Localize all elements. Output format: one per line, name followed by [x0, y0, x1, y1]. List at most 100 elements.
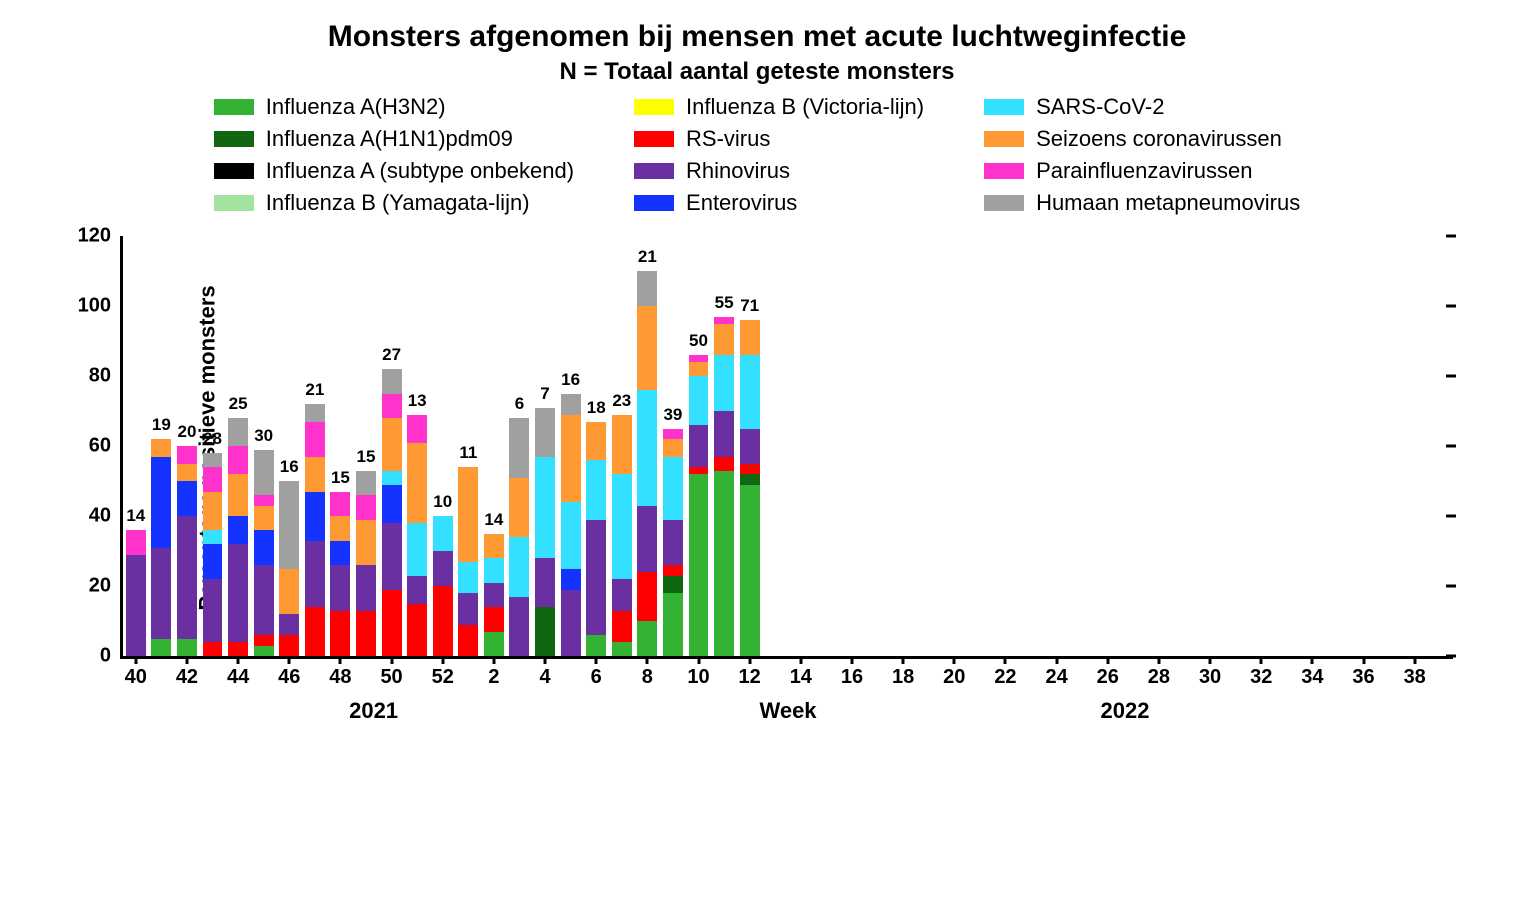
- bar-segment: [203, 642, 223, 656]
- bar-segment: [612, 642, 632, 656]
- x-tick-label: 36: [1352, 666, 1374, 689]
- x-tick-mark: [850, 656, 853, 664]
- bar-segment: [663, 457, 683, 520]
- bar-slot: 25: [225, 236, 251, 656]
- bar-segment: [586, 635, 606, 656]
- stacked-bar: [535, 408, 555, 657]
- bar-segment: [663, 439, 683, 457]
- bar-segment: [484, 534, 504, 559]
- x-tick-label: 20: [943, 666, 965, 689]
- bar-segment: [561, 415, 581, 503]
- bar-slot: [788, 236, 814, 656]
- bar-segment: [305, 422, 325, 457]
- legend-column: SARS-CoV-2Seizoens coronavirussenParainf…: [984, 94, 1300, 216]
- y-tick-label: 60: [89, 435, 123, 458]
- stacked-bar: [740, 320, 760, 656]
- x-tick-label: 52: [432, 666, 454, 689]
- stacked-bar: [561, 394, 581, 657]
- bar-segment: [433, 551, 453, 586]
- x-tick-mark: [1362, 656, 1365, 664]
- stacked-bar: [279, 481, 299, 656]
- bar-segment: [586, 520, 606, 636]
- bar-segment: [612, 415, 632, 475]
- y-tick-mark: [1446, 305, 1456, 308]
- bar-slot: 23: [609, 236, 635, 656]
- x-tick-mark: [1413, 656, 1416, 664]
- x-tick-label: 38: [1404, 666, 1426, 689]
- bar-segment: [330, 492, 350, 517]
- bar-slot: [967, 236, 993, 656]
- legend-item: Rhinovirus: [634, 158, 924, 184]
- bar-slot: [1402, 236, 1428, 656]
- stacked-bar: [382, 369, 402, 656]
- bar-slot: 27: [379, 236, 405, 656]
- x-tick-label: 34: [1301, 666, 1323, 689]
- stacked-bar: [458, 467, 478, 656]
- bar-segment: [279, 569, 299, 615]
- x-tick-mark: [544, 656, 547, 664]
- y-tick-mark: [1446, 585, 1456, 588]
- x-tick-label: 16: [841, 666, 863, 689]
- bar-slot: 14: [481, 236, 507, 656]
- bar-segment: [254, 506, 274, 531]
- x-tick-label: 46: [278, 666, 300, 689]
- bar-slot: [814, 236, 840, 656]
- y-tick-mark: [1446, 445, 1456, 448]
- x-tick-mark: [1106, 656, 1109, 664]
- bar-slot: [762, 236, 788, 656]
- bar-segment: [203, 544, 223, 579]
- bar-segment: [203, 453, 223, 467]
- bar-slot: 18: [583, 236, 609, 656]
- legend-swatch: [984, 163, 1024, 179]
- bar-n-label: 10: [430, 492, 456, 512]
- year-label: 2022: [1101, 698, 1150, 724]
- legend-swatch: [214, 131, 254, 147]
- bar-slot: [1325, 236, 1351, 656]
- stacked-bar: [586, 422, 606, 657]
- legend-swatch: [984, 195, 1024, 211]
- bar-segment: [203, 579, 223, 642]
- legend-label: Influenza A (subtype onbekend): [266, 158, 574, 184]
- bar-segment: [254, 646, 274, 657]
- bar-segment: [689, 362, 709, 376]
- bar-segment: [663, 520, 683, 566]
- x-axis-label: Week: [759, 698, 816, 724]
- legend-label: Influenza A(H1N1)pdm09: [266, 126, 513, 152]
- bar-slot: 30: [251, 236, 277, 656]
- bar-segment: [254, 565, 274, 635]
- bar-segment: [637, 306, 657, 390]
- bar-segment: [382, 485, 402, 524]
- bar-segment: [177, 464, 197, 482]
- legend-swatch: [214, 163, 254, 179]
- stacked-bar: [356, 471, 376, 657]
- x-tick-mark: [1209, 656, 1212, 664]
- bar-slot: 11: [456, 236, 482, 656]
- x-tick-mark: [1055, 656, 1058, 664]
- legend-item: RS-virus: [634, 126, 924, 152]
- chart-container: Monsters afgenomen bij mensen met acute …: [20, 20, 1494, 884]
- bar-segment: [612, 579, 632, 611]
- bar-n-label: 30: [251, 426, 277, 446]
- stacked-bar: [509, 418, 529, 656]
- stacked-bar: [484, 534, 504, 657]
- x-tick-mark: [1311, 656, 1314, 664]
- bar-segment: [279, 635, 299, 656]
- legend-item: Parainfluenzavirussen: [984, 158, 1300, 184]
- bar-n-label: 27: [379, 345, 405, 365]
- bar-slot: [865, 236, 891, 656]
- bar-segment: [433, 586, 453, 656]
- legend: Influenza A(H3N2)Influenza A(H1N1)pdm09I…: [20, 94, 1494, 216]
- bar-segment: [637, 271, 657, 306]
- bar-segment: [228, 418, 248, 446]
- bar-segment: [254, 635, 274, 646]
- bar-segment: [484, 583, 504, 608]
- bar-segment: [356, 565, 376, 611]
- bar-segment: [126, 555, 146, 657]
- bar-n-label: 11: [456, 443, 482, 463]
- bar-segment: [356, 611, 376, 657]
- bar-segment: [714, 457, 734, 471]
- legend-column: Influenza B (Victoria-lijn)RS-virusRhino…: [634, 94, 924, 216]
- bar-segment: [586, 460, 606, 520]
- stacked-bar: [177, 446, 197, 656]
- legend-label: Parainfluenzavirussen: [1036, 158, 1252, 184]
